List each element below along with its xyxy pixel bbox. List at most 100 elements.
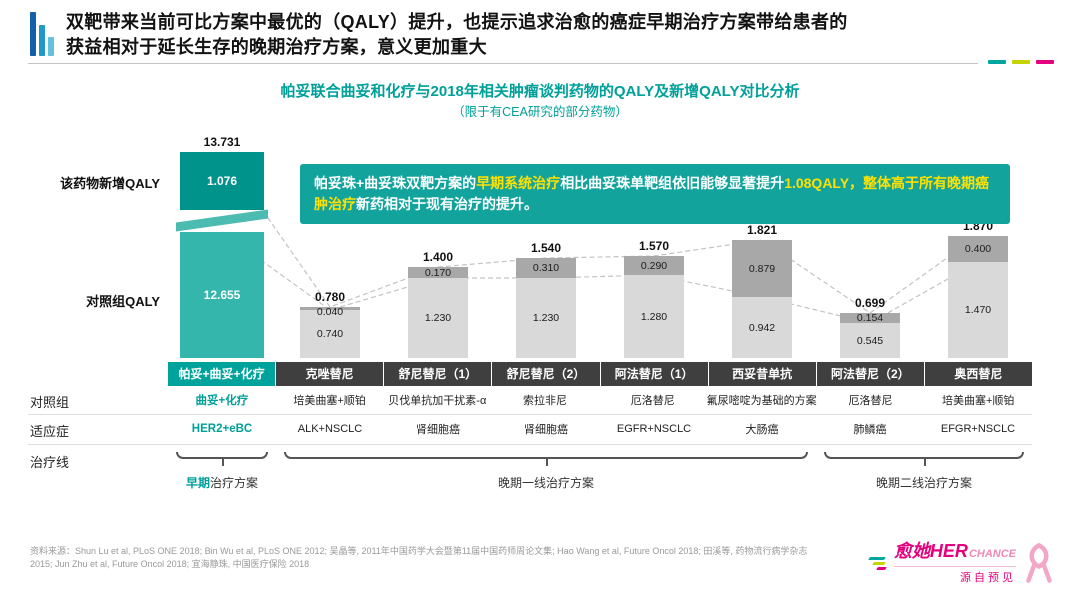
qaly-bar-1: 0.040 0.740 0.780 bbox=[300, 290, 360, 358]
accent-dashes bbox=[988, 60, 1054, 64]
logo-tagline: 源自预见 bbox=[893, 566, 1016, 585]
indication-cell: 肺鳞癌 bbox=[853, 424, 887, 436]
bar-total-label: 1.540 bbox=[530, 241, 562, 255]
totals-trend-line bbox=[221, 151, 979, 314]
row-separator bbox=[28, 444, 1032, 445]
axis-break bbox=[176, 209, 268, 232]
qaly-bar-7: 0.400 1.470 1.870 bbox=[948, 219, 1008, 358]
control-cell: 厄洛替尼 bbox=[630, 395, 675, 407]
qaly-bar-0: 1.076 12.655 13.731 bbox=[176, 135, 268, 358]
control-cell: 培美曲塞+顺铂 bbox=[293, 395, 366, 407]
magenta-dash bbox=[1036, 60, 1054, 64]
category-header-cell: 西妥昔单抗 bbox=[708, 362, 816, 386]
bar-segment-new-qaly bbox=[516, 258, 576, 278]
logo-brand-cn: 愈她 bbox=[893, 541, 930, 561]
category-header-cell: 舒尼替尼（2） bbox=[492, 362, 600, 386]
bar-control-value: 1.470 bbox=[964, 304, 992, 316]
callout-text: 帕妥珠+曲妥珠双靶方案的早期系统治疗相比曲妥珠单靶组依旧能够显著提升1.08QA… bbox=[314, 175, 989, 212]
indication-cell: ALK+NSCLC bbox=[297, 423, 363, 435]
control-cell: 培美曲塞+顺铂 bbox=[941, 395, 1015, 407]
category-header-row: 帕妥+曲妥+化疗 克唑替尼 舒尼替尼（1） 舒尼替尼（2） 阿法替尼（1） 西妥昔单抗 阿法… bbox=[168, 362, 1032, 386]
bar-new-value: 0.290 bbox=[640, 260, 668, 272]
bar-control-value: 1.230 bbox=[424, 312, 452, 324]
logo-dash-yellow bbox=[872, 561, 886, 565]
row-label-treatment-line: 治疗线 bbox=[30, 455, 70, 470]
treatment-line-bracket: 早期治疗方案 bbox=[176, 452, 268, 490]
category-header-cell: 帕妥+曲妥+化疗 bbox=[168, 362, 276, 386]
qaly-bar-6: 0.154 0.545 0.699 bbox=[840, 296, 900, 358]
bar-segment-control-qaly bbox=[948, 262, 1008, 358]
bar-chart-logo-icon bbox=[30, 12, 60, 56]
logo-text: 愈她HERCHANCE 源自预见 bbox=[893, 541, 1016, 585]
slide-title: 双靶带来当前可比方案中最优的（QALY）提升，也提示追求治愈的癌症早期治疗方案带… bbox=[66, 10, 848, 60]
bar-new-value: 0.400 bbox=[964, 243, 992, 255]
pink-ribbon-icon bbox=[1026, 542, 1052, 583]
bracket-label: 早期治疗方案 bbox=[116, 474, 328, 491]
control-cell: 曲妥+化疗 bbox=[195, 395, 249, 407]
bar-control-value: 1.280 bbox=[640, 311, 668, 323]
category-header-cell: 舒尼替尼（1） bbox=[384, 362, 492, 386]
logo-bar-1 bbox=[30, 12, 36, 56]
bar-segment-control-qaly bbox=[624, 275, 684, 358]
callout-segment: 新药相对于现有治疗的提升。 bbox=[356, 196, 538, 212]
bar-segment-new-qaly bbox=[732, 240, 792, 297]
chart-subtitle: （限于有CEA研究的部分药物） bbox=[452, 105, 628, 119]
slide-title-line1: 双靶带来当前可比方案中最优的（QALY）提升，也提示追求治愈的癌症早期治疗方案带… bbox=[66, 12, 848, 32]
bar-new-value: 0.040 bbox=[316, 306, 344, 318]
callout-highlight: 1.08QALY，整体高于所有晚期癌肿治疗 bbox=[314, 175, 990, 212]
indication-cell: EGFR+NSCLC bbox=[616, 423, 692, 435]
logo-brand-en: HER bbox=[929, 541, 968, 561]
category-header-cell: 奥西替尼 bbox=[924, 362, 1032, 386]
bracket-label-rest: 治疗方案 bbox=[210, 476, 259, 490]
control-cell: 贝伐单抗加干扰素-α bbox=[388, 395, 487, 407]
bracket-line bbox=[176, 452, 268, 459]
callout-highlight: 早期系统治疗 bbox=[476, 175, 561, 191]
bar-segment-new-qaly bbox=[624, 256, 684, 275]
bar-segment-control-qaly bbox=[732, 297, 792, 358]
qaly-bar-5: 0.879 0.942 1.821 bbox=[732, 223, 792, 358]
logo-wordmark: 愈她HERCHANCE bbox=[894, 541, 1016, 564]
teal-dash bbox=[988, 60, 1006, 64]
bar-total-label: 1.570 bbox=[638, 239, 670, 253]
bar-total-label: 1.821 bbox=[746, 223, 778, 237]
bar-new-value: 0.310 bbox=[532, 262, 560, 274]
bar-control-value: 0.740 bbox=[316, 328, 344, 340]
callout-segment: 相比曲妥珠单靶组依旧能够显著提升 bbox=[560, 175, 785, 191]
bar-new-value: 1.076 bbox=[206, 174, 238, 188]
logo-dash-magenta bbox=[876, 566, 887, 570]
axis-label-new-qaly: 该药物新增QALY bbox=[60, 176, 160, 191]
bar-new-value: 0.154 bbox=[856, 312, 884, 324]
bar-segment-control-qaly bbox=[180, 232, 264, 358]
logo-speed-lines bbox=[868, 556, 887, 570]
callout-box: 帕妥珠+曲妥珠双靶方案的早期系统治疗相比曲妥珠单靶组依旧能够显著提升1.08QA… bbox=[300, 164, 1010, 224]
treatment-line-bracket: 晚期二线治疗方案 bbox=[824, 452, 1024, 490]
bar-segment-control-qaly bbox=[408, 278, 468, 358]
bar-segment-new-qaly bbox=[948, 236, 1008, 262]
indication-cell: EFGR+NSCLC bbox=[940, 423, 1016, 435]
logo-bar-2 bbox=[39, 25, 45, 56]
bar-segment-new-qaly bbox=[180, 152, 264, 210]
axis-label-control-qaly: 对照组QALY bbox=[86, 294, 160, 309]
indication-cell: 肾细胞癌 bbox=[416, 424, 460, 436]
bracket-line bbox=[824, 452, 1024, 459]
control-cell: 索拉非尼 bbox=[523, 395, 568, 407]
row-label-indication: 适应症 bbox=[30, 424, 70, 439]
treatment-line-brackets: 早期治疗方案 晚期一线治疗方案 晚期二线治疗方案 bbox=[168, 444, 1032, 508]
bar-segment-new-qaly bbox=[300, 307, 360, 310]
brand-logo: 愈她HERCHANCE 源自预见 bbox=[868, 541, 1054, 585]
indication-cell: HER2+eBC bbox=[191, 423, 253, 435]
bar-total-label: 0.699 bbox=[854, 296, 886, 310]
treatment-line-bracket: 晚期一线治疗方案 bbox=[284, 452, 808, 490]
logo-bar-3 bbox=[48, 37, 54, 56]
slide-title-line2: 获益相对于延长生存的晚期治疗方案，意义更加重大 bbox=[66, 37, 487, 57]
row-separator bbox=[28, 414, 1032, 415]
qaly-bar-4: 0.290 1.280 1.570 bbox=[624, 239, 684, 358]
logo-dash-teal bbox=[868, 556, 886, 560]
indication-cell: 大肠癌 bbox=[745, 424, 779, 436]
category-header-cell: 阿法替尼（2） bbox=[816, 362, 924, 386]
yellow-dash bbox=[1012, 60, 1030, 64]
chart-area: 1.076 12.655 13.731 0.040 0.740 0.780 0.170 1.2… bbox=[168, 130, 1032, 358]
bar-control-value: 0.545 bbox=[856, 335, 884, 347]
category-header-cell: 阿法替尼（1） bbox=[600, 362, 708, 386]
